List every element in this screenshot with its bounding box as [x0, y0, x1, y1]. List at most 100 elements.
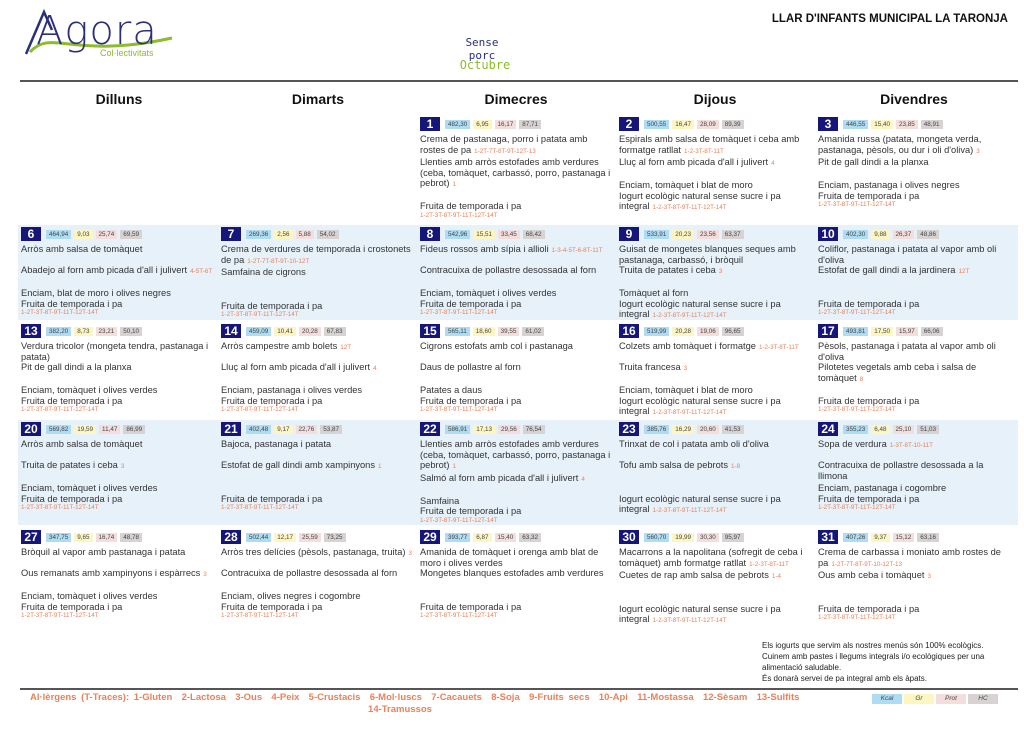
- fat-badge: 18,60: [472, 326, 495, 336]
- kcal-badge: 402,30: [843, 229, 869, 239]
- carbs-badge: 67,83: [323, 326, 346, 336]
- day-number: 15: [420, 324, 440, 338]
- carbs-badge: 50,10: [120, 326, 143, 336]
- dish-name: Truita de patates i ceba: [619, 265, 716, 275]
- carbs-badge: 63,32: [519, 532, 542, 542]
- dish-name: Fruita de temporada i pa: [21, 493, 123, 504]
- fat-badge: 16,47: [672, 119, 695, 129]
- fat-badge: 16,29: [672, 424, 695, 434]
- carbs-badge: 95,97: [721, 532, 744, 542]
- day-header: 6 464,94 9,03 25,74 69,59: [21, 227, 214, 241]
- allergen-codes: 3: [718, 268, 723, 275]
- carbs-badge: 48,86: [917, 229, 940, 239]
- allergen-legend-line: 14-Tramussos: [368, 704, 432, 715]
- dish-name: Fruita de temporada i pa: [818, 190, 920, 201]
- day-cell: 8 542,96 15,51 33,45 68,42 Fideus rossos…: [417, 225, 616, 322]
- day-cell: 28 502,44 12,17 25,59 73,25 Arròs tres d…: [218, 528, 417, 632]
- dish-first: Llenties amb arròs estofades amb verdure…: [420, 439, 612, 473]
- carbs-badge: 73,25: [323, 532, 346, 542]
- dish-side: [619, 593, 811, 604]
- protein-badge: 11,47: [99, 424, 121, 434]
- fat-badge: 2,56: [274, 229, 293, 239]
- dish-name: Iogurt ecològic natural sense sucre i pa…: [619, 190, 781, 212]
- day-header: 27 347,75 9,65 16,74 48,78: [21, 530, 214, 544]
- dish-side: [818, 288, 1010, 299]
- dish-name: Cigrons estofats amb col i pastanaga: [420, 341, 573, 351]
- protein-badge: 30,30: [697, 532, 719, 542]
- dish-name: Crema de carbassa i moniato amb rostes d…: [818, 547, 1001, 568]
- allergen-codes: 1-2T-3T-8T-9T-11T-12T-14T: [818, 406, 896, 413]
- day-header: 23 385,76 16,29 20,60 41,53: [619, 422, 811, 436]
- day-header: 21 402,48 9,17 22,76 53,87: [221, 422, 413, 436]
- day-header: 8 542,96 15,51 33,45 68,42: [420, 227, 612, 241]
- dish-dessert: Fruita de temporada i pa 1-2T-3T-8T-9T-11…: [420, 201, 612, 220]
- dish-first: Pèsols, pastanaga i patata al vapor amb …: [818, 341, 1010, 362]
- dish-first: Crema de carbassa i moniato amb rostes d…: [818, 547, 1010, 570]
- dish-first: Arròs amb salsa de tomàquet: [21, 439, 214, 460]
- dish-first: Crema de verdures de temporada i croston…: [221, 244, 413, 267]
- allergen-codes: 3: [927, 573, 931, 580]
- fat-badge: 6,48: [871, 424, 890, 434]
- kcal-badge: 407,26: [843, 532, 869, 542]
- carbs-badge: 76,54: [522, 424, 545, 434]
- allergen-codes: 1-2T-3T-8T-9T-11T-12T-14T: [420, 516, 498, 524]
- dish-name: Contracuixa de pollastre desossada al fo…: [221, 568, 398, 578]
- day-number: 13: [21, 324, 41, 338]
- day-number: 24: [818, 422, 838, 436]
- dish-name: Enciam, tomàquet i olives verdes: [21, 483, 158, 493]
- dish-name: Samfaina: [420, 495, 460, 506]
- fat-badge: 19,59: [74, 424, 97, 434]
- weekday-header: Dilluns: [95, 91, 143, 107]
- day-header: 7 269,36 2,56 5,88 54,02: [221, 227, 413, 241]
- dish-side: Enciam, pastanaga i olives verdes: [221, 385, 413, 396]
- dish-name: Mongetes blanques estofades amb verdures: [420, 568, 604, 578]
- dish-second: Pit de gall dindi a la planxa: [21, 362, 214, 385]
- dish-name: Pit de gall dindi a la planxa: [21, 362, 132, 372]
- carbs-badge: 54,02: [316, 229, 339, 239]
- dish-name: Fruita de temporada i pa: [818, 603, 920, 614]
- dish-name: Fruita de temporada i pa: [21, 601, 123, 612]
- day-number: 31: [818, 530, 838, 544]
- dish-name: Iogurt ecològic natural sense sucre i pa…: [619, 298, 781, 320]
- day-number: 10: [818, 227, 838, 241]
- dish-name: Ous amb ceba i tomàquet: [818, 570, 925, 580]
- dish-name: Pilotetes vegetals amb ceba i salsa de t…: [818, 362, 977, 383]
- week-row: 6 464,94 9,03 25,74 69,59 Arròs amb sals…: [18, 225, 1018, 320]
- carbs-badge: 53,87: [320, 424, 343, 434]
- fat-badge: 12,17: [274, 532, 297, 542]
- dish-side: Enciam, pastanaga i olives negres: [818, 180, 1010, 191]
- dish-second: Lluç al forn amb picada d'all i julivert…: [619, 157, 811, 180]
- allergen-codes: 1: [378, 463, 382, 470]
- dish-name: Estofat de gall dindi a la jardinera: [818, 265, 956, 275]
- protein-badge: 22,76: [295, 424, 318, 434]
- dish-first: Bròquil al vapor amb pastanaga i patata: [21, 547, 214, 568]
- day-cell: 29 393,77 6,87 15,40 63,32 Amanida de to…: [417, 528, 616, 632]
- dish-second: Contracuixa de pollastre desossada a la …: [818, 460, 1010, 483]
- dish-first: Macarrons a la napolitana (sofregit de c…: [619, 547, 811, 570]
- allergen-codes: 1-3-4-5T-6-8T-11T: [551, 247, 603, 254]
- dish-dessert: Fruita de temporada i pa 1-2T-3T-8T-9T-11…: [221, 396, 413, 415]
- dish-dessert: Fruita de temporada i pa 1-2T-3T-8T-9T-11…: [420, 396, 612, 415]
- protein-badge: 15,97: [896, 326, 918, 336]
- allergen-codes: 1-2-3T-8T-11T: [684, 147, 724, 155]
- dish-name: Salmó al forn amb picada d'all i juliver…: [420, 472, 579, 483]
- fat-badge: 9,03: [74, 229, 93, 239]
- weekday-header: Dimarts: [291, 91, 345, 107]
- dish-first: Sopa de verdura 1-3T-8T-10-11T: [818, 439, 1010, 460]
- kcal-badge: 482,30: [445, 119, 471, 129]
- notes: Els iogurts que servim als nostres menús…: [762, 640, 1022, 684]
- day-number: 9: [619, 227, 639, 241]
- allergen-codes: 12T: [340, 344, 352, 351]
- allergen-codes: 1: [452, 463, 456, 470]
- allergen-codes: 1-2T-3T-8T-9T-11T-12T-14T: [818, 504, 896, 511]
- dish-name: Fruita de temporada i pa: [420, 298, 522, 309]
- dish-name: Pèsols, pastanaga i patata al vapor amb …: [818, 341, 996, 362]
- legend-gr: Gr: [904, 694, 934, 704]
- center-name: LLAR D'INFANTS MUNICIPAL LA TARONJA: [771, 13, 1008, 25]
- dish-name: Arròs tres delícies (pèsols, pastanaga, …: [221, 547, 406, 557]
- kcal-badge: 560,70: [644, 532, 670, 542]
- logo-subtext: Col·lectivitats: [100, 48, 154, 58]
- dish-name: Enciam, tomàquet i blat de moro: [619, 385, 753, 395]
- carbs-badge: 66,06: [920, 326, 943, 336]
- nutrition-legend: Kcal Gr Prot HC: [872, 694, 1000, 704]
